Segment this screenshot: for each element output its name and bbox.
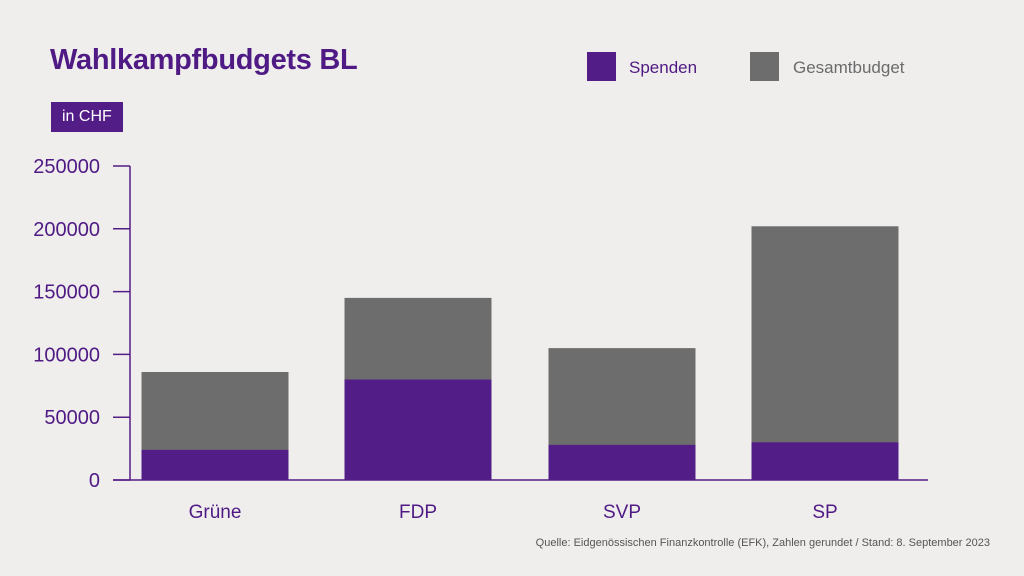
legend-swatch-gesamtbudget	[750, 52, 779, 81]
y-tick-label: 0	[89, 470, 100, 492]
x-tick-label-sp: SP	[812, 502, 837, 523]
y-tick-label: 250000	[33, 156, 100, 178]
x-tick-label-svp: SVP	[603, 502, 641, 523]
bar-spenden-fdp	[344, 379, 492, 480]
y-tick-label: 200000	[33, 219, 100, 241]
y-tick-label: 100000	[33, 344, 100, 366]
chart-title: Wahlkampfbudgets BL	[50, 44, 358, 76]
legend-label-spenden: Spenden	[629, 58, 698, 77]
legend: Spenden Gesamtbudget	[0, 52, 1024, 84]
x-tick-label-fdp: FDP	[399, 502, 437, 523]
unit-badge: in CHF	[51, 102, 123, 132]
bar-spenden-sp	[751, 442, 899, 480]
bar-gesamtbudget-sp	[751, 226, 899, 480]
legend-swatch-spenden	[587, 52, 616, 81]
legend-label-gesamtbudget: Gesamtbudget	[793, 58, 905, 77]
bar-spenden-gr-ne	[141, 449, 289, 480]
bars	[141, 226, 899, 480]
bar-spenden-svp	[548, 444, 696, 480]
y-axis: 0 50000 100000 150000 200000 250000	[33, 156, 131, 492]
x-tick-label-gr-ne: Grüne	[189, 502, 242, 523]
source-note: Quelle: Eidgenössischen Finanzkontrolle …	[535, 537, 990, 549]
y-tick-label: 50000	[44, 407, 100, 429]
y-tick-label: 150000	[33, 282, 100, 304]
x-axis: Grüne FDP SVP SP	[113, 479, 928, 523]
